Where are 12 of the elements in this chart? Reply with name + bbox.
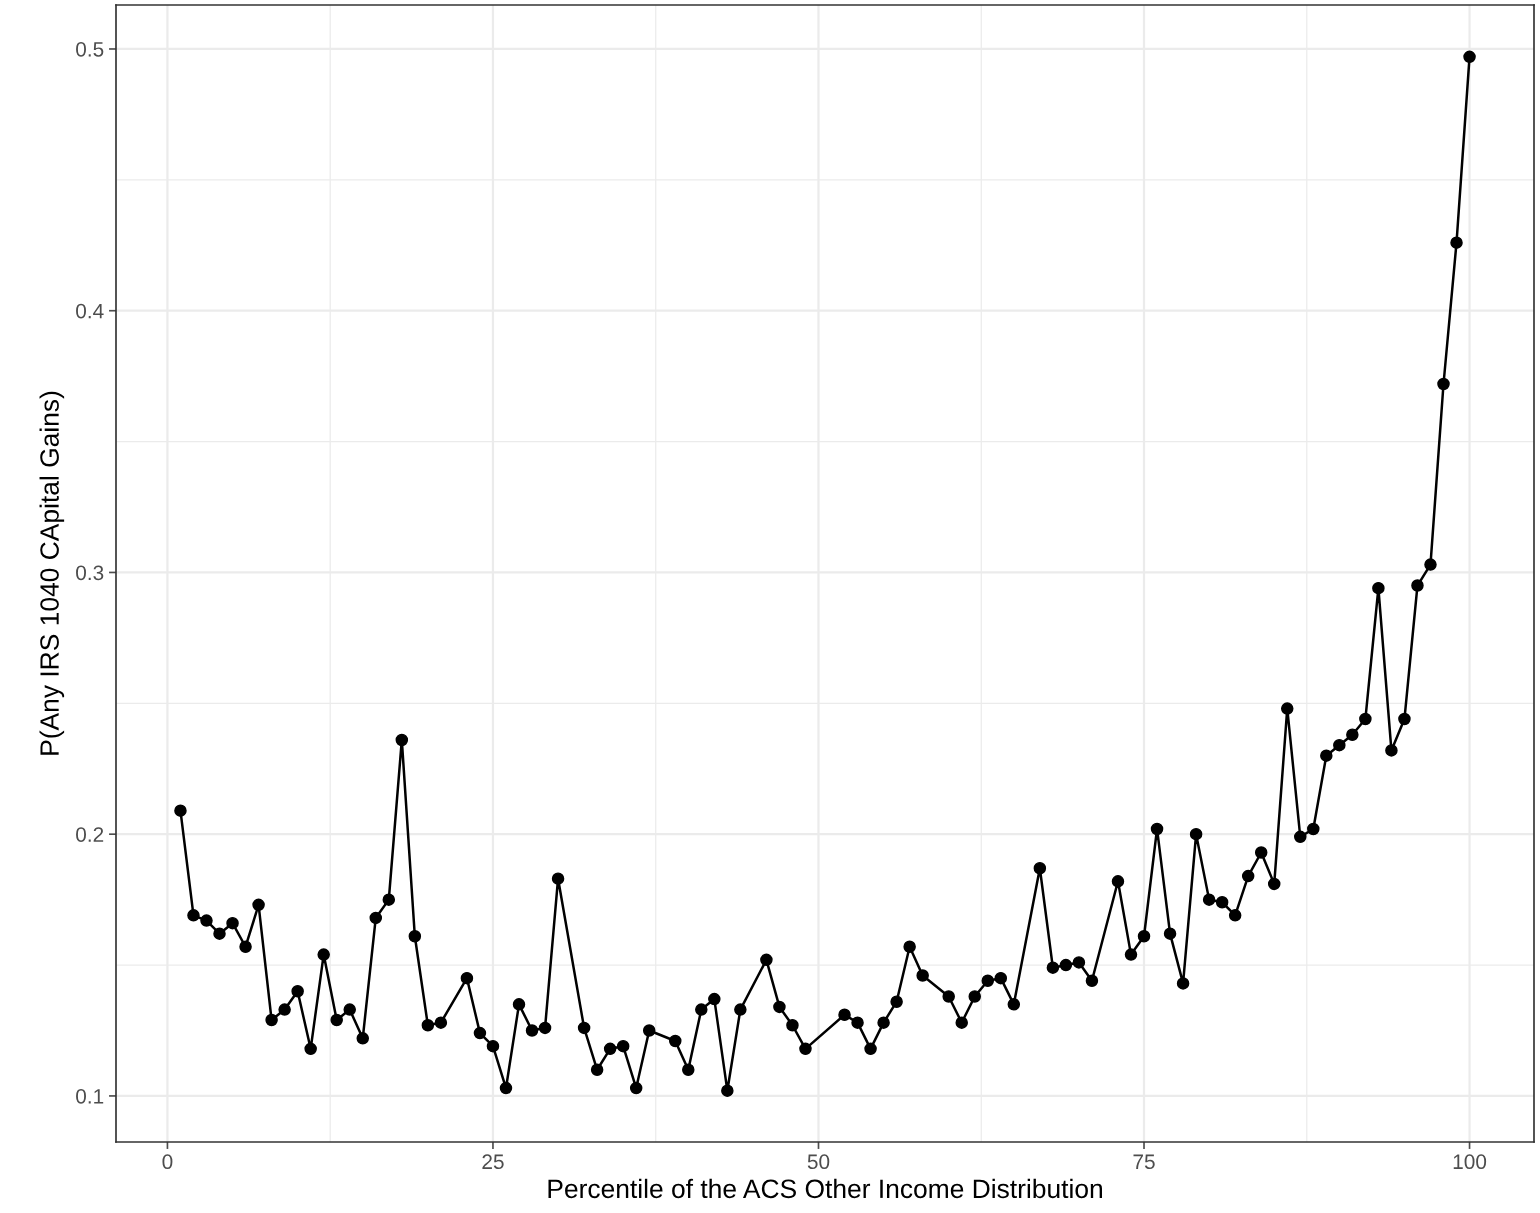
x-axis-title: Percentile of the ACS Other Income Distribution xyxy=(548,1178,1102,1199)
x-tick-label: 100 xyxy=(1453,1154,1487,1170)
x-tick-label: 50 xyxy=(807,1154,830,1170)
y-tick-label: 0.5 xyxy=(76,41,104,57)
y-tick-label: 0.2 xyxy=(76,827,104,842)
y-tick-label: 0.4 xyxy=(76,303,104,319)
x-tick-label: 25 xyxy=(482,1154,504,1170)
x-tick-label: 0 xyxy=(162,1154,173,1170)
y-tick-label: 0.1 xyxy=(76,1088,104,1104)
y-axis-title: P(Any IRS 1040 CApital Gains) xyxy=(39,391,65,755)
y-tick-label: 0.3 xyxy=(76,565,104,581)
x-tick-label: 75 xyxy=(1133,1154,1155,1170)
